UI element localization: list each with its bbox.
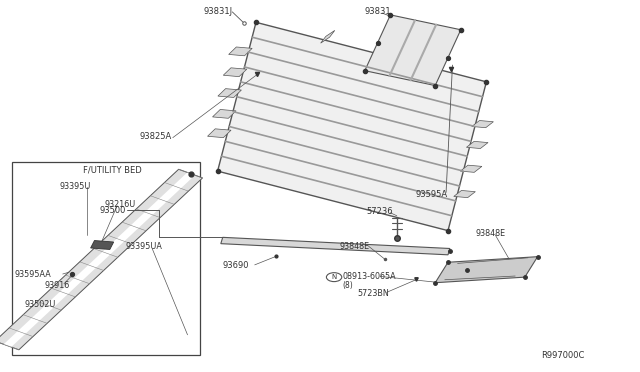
Text: 93216U: 93216U <box>104 200 136 209</box>
Text: 93595A: 93595A <box>416 190 448 199</box>
Text: 93502U: 93502U <box>24 301 56 310</box>
Text: 93831J: 93831J <box>204 7 233 16</box>
Text: 93848E: 93848E <box>476 229 506 238</box>
Polygon shape <box>91 241 114 250</box>
Polygon shape <box>365 15 461 86</box>
Polygon shape <box>435 257 538 283</box>
Text: 93916: 93916 <box>45 281 70 290</box>
Text: 08913-6065A: 08913-6065A <box>342 272 396 281</box>
Text: 57236: 57236 <box>367 207 394 216</box>
Polygon shape <box>212 109 236 118</box>
Polygon shape <box>0 169 202 350</box>
Text: 93690: 93690 <box>223 261 249 270</box>
Polygon shape <box>218 89 241 97</box>
Polygon shape <box>223 68 247 77</box>
Polygon shape <box>424 57 438 70</box>
Polygon shape <box>454 190 476 198</box>
Text: 93395U: 93395U <box>60 182 91 190</box>
Text: 93848E: 93848E <box>339 242 369 251</box>
Text: 93825A: 93825A <box>140 132 172 141</box>
Text: 93595AA: 93595AA <box>15 270 51 279</box>
Polygon shape <box>4 173 195 347</box>
Text: (8): (8) <box>342 281 353 290</box>
Polygon shape <box>472 121 493 128</box>
Text: R997000C: R997000C <box>541 351 584 360</box>
Text: 93395UA: 93395UA <box>125 243 163 251</box>
Text: 93500: 93500 <box>99 206 125 215</box>
Polygon shape <box>218 22 486 231</box>
Polygon shape <box>228 47 252 56</box>
Text: 93831: 93831 <box>365 7 392 16</box>
Bar <box>12 162 200 355</box>
Polygon shape <box>460 165 482 172</box>
Text: 5723BN: 5723BN <box>357 289 389 298</box>
Polygon shape <box>221 237 450 255</box>
Polygon shape <box>467 141 488 148</box>
Polygon shape <box>321 31 335 43</box>
Polygon shape <box>207 129 231 138</box>
Text: N: N <box>332 274 337 280</box>
Text: F/UTILITY BED: F/UTILITY BED <box>83 166 142 174</box>
Polygon shape <box>378 45 392 58</box>
